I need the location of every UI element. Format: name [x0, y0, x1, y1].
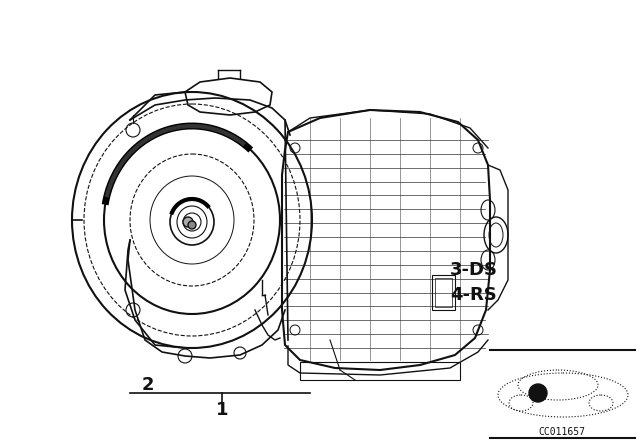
Text: CC011657: CC011657: [538, 427, 586, 437]
Text: 4-RS: 4-RS: [450, 286, 497, 304]
Ellipse shape: [188, 221, 196, 229]
Text: 1: 1: [216, 401, 228, 419]
Text: 3-DS: 3-DS: [450, 261, 498, 279]
Ellipse shape: [529, 384, 547, 402]
Ellipse shape: [183, 217, 193, 227]
Text: 2: 2: [141, 376, 154, 394]
